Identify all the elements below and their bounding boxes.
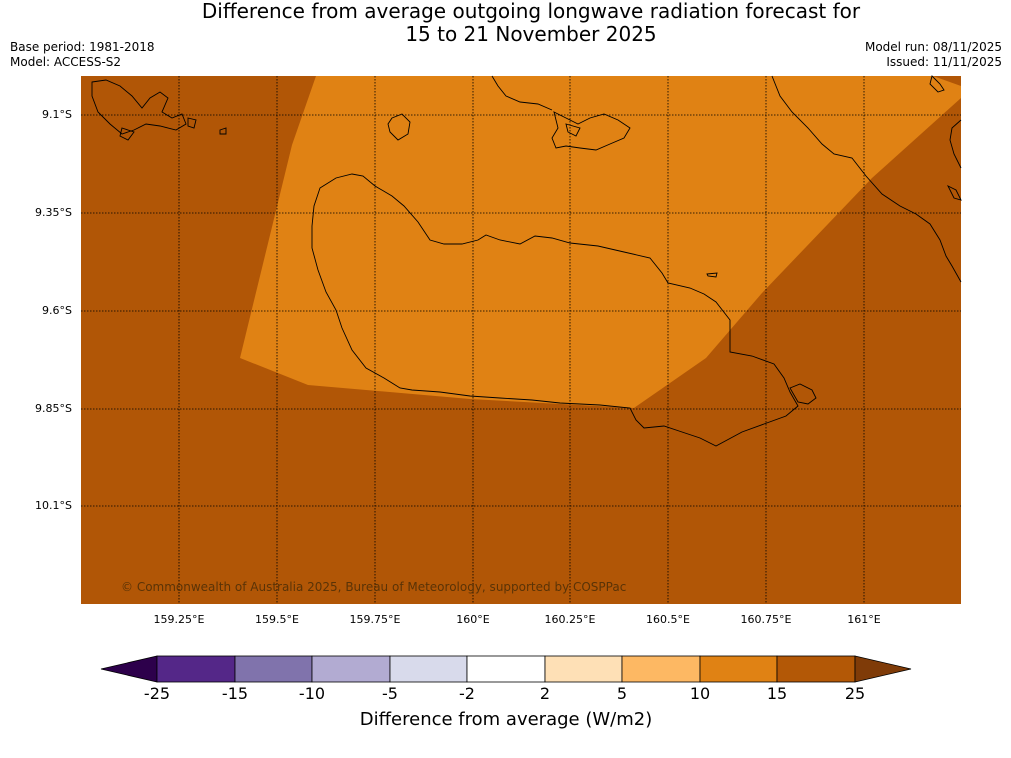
colorbar-tick: -10	[298, 684, 326, 703]
russell-islands	[91, 79, 187, 135]
colorbar-tick: -2	[459, 684, 475, 703]
colorbar-title: Difference from average (W/m2)	[359, 709, 653, 730]
small-islet	[789, 383, 817, 405]
graticule	[81, 76, 961, 604]
colorbar-swatch	[389, 655, 468, 683]
colorbar-swatch	[776, 655, 856, 683]
guadalcanal-island	[311, 173, 799, 447]
florida-islands	[551, 111, 631, 151]
model-name: Model: ACCESS-S2	[10, 55, 122, 69]
lon-label: 159.5°E	[255, 613, 299, 626]
copyright-notice: © Commonwealth of Australia 2025, Bureau…	[121, 580, 627, 594]
meta-right: Model run: 08/11/2025 Issued: 11/11/2025	[865, 40, 1002, 70]
north-coast	[491, 75, 553, 111]
colorbar-tick: 2	[539, 684, 551, 703]
florida-islands	[565, 123, 581, 137]
lon-label: 160.5°E	[646, 613, 690, 626]
colorbar-swatch	[621, 655, 701, 683]
lon-label: 159.25°E	[153, 613, 205, 626]
colorbar-swatch	[466, 655, 546, 683]
issued-date: Issued: 11/11/2025	[886, 55, 1002, 69]
title-line-2: 15 to 21 November 2025	[405, 22, 657, 46]
lat-label: 9.35°S	[35, 206, 72, 219]
colorbar-swatch	[699, 655, 778, 683]
anomaly-region-10-15	[240, 76, 961, 408]
russell-islands	[119, 127, 135, 141]
colorbar-tick: 15	[766, 684, 788, 703]
lat-label: 9.1°S	[42, 108, 72, 121]
coastline	[91, 75, 962, 447]
lat-label: 9.85°S	[35, 402, 72, 415]
base-period: Base period: 1981-2018	[10, 40, 155, 54]
lon-label: 161°E	[847, 613, 881, 626]
colorbar-tick: -15	[221, 684, 249, 703]
colorbar-extend-high	[854, 655, 912, 683]
colorbar-tick: 10	[689, 684, 711, 703]
small-islet	[706, 272, 718, 278]
colorbar-extend-low	[100, 655, 158, 683]
russell-islands	[219, 127, 227, 135]
map-title: Difference from average outgoing longwav…	[0, 0, 1011, 46]
lat-label: 10.1°S	[35, 499, 72, 512]
colorbar-swatch	[156, 655, 236, 683]
colorbar-swatch	[234, 655, 313, 683]
lon-label: 159.75°E	[349, 613, 401, 626]
colorbar-tick: -25	[143, 684, 171, 703]
colorbar-tick: -5	[382, 684, 398, 703]
colorbar-tick: 25	[844, 684, 866, 703]
russell-islands	[187, 117, 197, 129]
malaita-coast	[771, 75, 962, 283]
lon-label: 160.25°E	[544, 613, 596, 626]
lon-label: 160°E	[456, 613, 490, 626]
malaita-coast	[946, 184, 962, 201]
lon-label: 160.75°E	[740, 613, 792, 626]
malaita-coast	[929, 75, 945, 93]
colorbar	[100, 655, 912, 683]
colorbar-swatch	[311, 655, 391, 683]
malaita-coast	[949, 119, 962, 169]
lat-label: 9.6°S	[42, 304, 72, 317]
colorbar-tick: 5	[616, 684, 628, 703]
model-run: Model run: 08/11/2025	[864, 40, 1002, 54]
title-line-1: Difference from average outgoing longwav…	[201, 0, 861, 23]
meta-left: Base period: 1981-2018 Model: ACCESS-S2	[10, 40, 155, 70]
colorbar-swatch	[544, 655, 623, 683]
